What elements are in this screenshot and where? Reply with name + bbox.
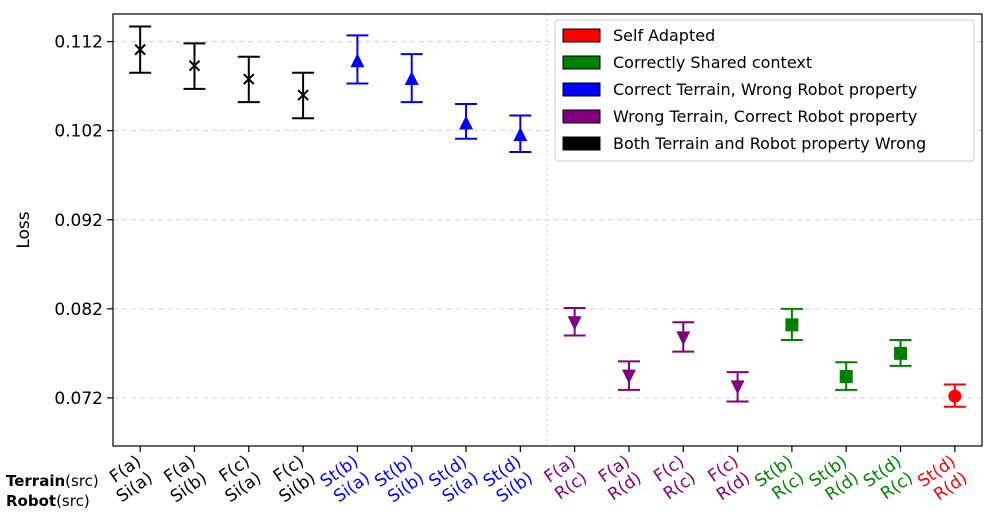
x-marker <box>134 43 146 56</box>
data-point <box>400 53 423 104</box>
legend-frame <box>554 19 975 162</box>
triangle-up-marker <box>350 53 365 68</box>
triangle-down-marker <box>567 316 582 331</box>
row-label: Robot(src) <box>6 492 90 510</box>
x-tick-label: F(a)Si(a) <box>106 452 156 507</box>
triangle-up-marker <box>459 115 474 130</box>
y-tick-label: 0.072 <box>54 389 103 409</box>
triangle-up-marker <box>404 71 419 86</box>
data-point <box>780 307 803 342</box>
data-point <box>292 71 315 120</box>
x-axis: F(a)Si(a) F(a)Si(b) F(c)Si(a) F(c)Si(b)St(b… <box>106 446 971 507</box>
x-tick-label: F(c)R(d) <box>704 452 753 505</box>
x-tick-label: F(a)Si(b) <box>160 452 210 507</box>
data-point <box>672 321 695 353</box>
row-label-bold: Terrain <box>6 472 65 490</box>
data-point <box>563 306 586 337</box>
x-tick-label: St(d)R(d) <box>914 452 971 505</box>
data-point <box>509 114 532 154</box>
square-marker <box>785 318 799 332</box>
legend-swatch <box>562 28 601 43</box>
x-marker <box>243 73 255 85</box>
x-marker-stroke <box>188 59 201 72</box>
x-marker <box>188 59 201 72</box>
triangle-down-marker <box>621 369 636 384</box>
x-tick-label: St(d)Si(a) <box>425 452 482 507</box>
y-axis: 0.072 0.082 0.092 0.102 0.112 <box>54 33 113 409</box>
x-marker-stroke <box>297 89 309 101</box>
x-marker-stroke <box>243 73 255 85</box>
square-marker <box>839 370 853 384</box>
legend-item: Self Adapted <box>562 26 715 45</box>
x-tick-label: F(a)R(d) <box>595 452 645 505</box>
x-tick-label: F(c)Si(a) <box>216 452 265 507</box>
legend-item: Both Terrain and Robot property Wrong <box>562 134 926 153</box>
x-tick-label: St(b)Si(a) <box>317 452 374 507</box>
legend: Self Adapted Correctly Shared context Corr… <box>554 19 975 162</box>
legend-label: Self Adapted <box>613 26 715 45</box>
legend-swatch <box>562 82 601 97</box>
triangle-down-marker <box>730 380 745 395</box>
x-axis-row-labels: Terrain(src)Robot(src) <box>6 472 99 510</box>
data-marks <box>129 25 966 408</box>
data-point <box>889 339 912 367</box>
row-label-bold: Robot <box>6 492 56 510</box>
y-tick-label: 0.092 <box>54 211 103 231</box>
data-point <box>183 42 206 90</box>
x-tick-label: St(b)R(c) <box>751 452 808 505</box>
square-marker <box>894 346 908 360</box>
data-point <box>237 55 260 104</box>
x-tick-label: F(c)R(c) <box>650 452 699 505</box>
circle-marker <box>948 389 962 403</box>
x-marker <box>297 89 309 101</box>
plot-frame <box>112 13 983 447</box>
data-point <box>346 34 369 85</box>
legend-label: Wrong Terrain, Correct Robot property <box>613 107 917 126</box>
y-tick-label: 0.112 <box>54 33 103 53</box>
triangle-up-marker <box>513 127 528 142</box>
row-label: Terrain(src) <box>6 472 99 490</box>
data-point <box>129 25 152 74</box>
legend-item: Correctly Shared context <box>562 53 812 72</box>
legend-item: Correct Terrain, Wrong Robot property <box>562 80 917 99</box>
data-point <box>617 360 640 391</box>
legend-label: Correctly Shared context <box>613 53 812 72</box>
x-tick-label: F(a)R(c) <box>541 452 591 505</box>
legend-swatch <box>562 136 601 151</box>
legend-label: Both Terrain and Robot property Wrong <box>613 134 926 153</box>
y-axis-title: Loss <box>14 211 34 248</box>
x-tick-label: St(b)R(d) <box>806 452 863 505</box>
data-point <box>455 102 478 140</box>
row-label-normal: (src) <box>65 472 99 490</box>
x-marker-stroke <box>134 43 146 56</box>
legend-label: Correct Terrain, Wrong Robot property <box>613 80 917 99</box>
x-tick-label: St(b)Si(b) <box>371 452 428 507</box>
triangle-down-marker <box>676 331 691 346</box>
row-label-normal: (src) <box>56 492 90 510</box>
y-tick-label: 0.102 <box>54 122 103 142</box>
data-point <box>835 361 858 391</box>
data-point <box>943 383 966 408</box>
y-tick-label: 0.082 <box>54 300 103 320</box>
x-tick-label: St(d)Si(b) <box>480 452 537 507</box>
x-tick-label: F(c)Si(b) <box>270 452 319 507</box>
x-tick-label: St(d)R(c) <box>860 452 917 505</box>
legend-swatch <box>562 55 601 70</box>
legend-swatch <box>562 109 601 124</box>
legend-item: Wrong Terrain, Correct Robot property <box>562 107 917 126</box>
data-point <box>726 371 749 403</box>
